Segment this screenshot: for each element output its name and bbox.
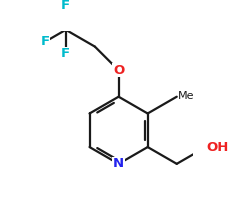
Text: F: F [61,47,70,60]
Text: N: N [113,157,124,170]
Text: F: F [61,0,70,12]
Text: OH: OH [206,141,229,154]
Text: F: F [41,35,50,48]
Text: Me: Me [178,91,194,101]
Text: O: O [113,64,124,77]
